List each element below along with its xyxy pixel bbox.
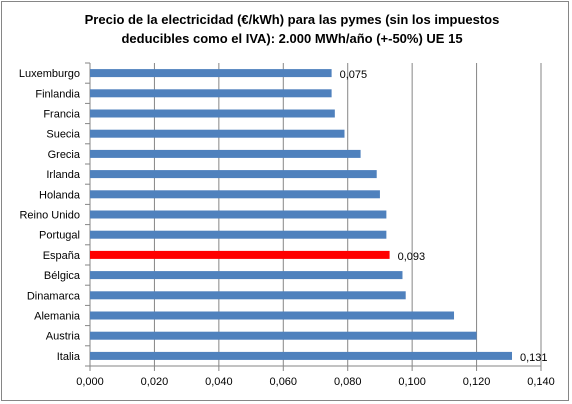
category-label: Reino Unido [19, 210, 80, 222]
category-label: Holanda [39, 189, 81, 201]
bar [90, 129, 345, 138]
chart-title-line-1: Precio de la electricidad (€/kWh) para l… [84, 12, 500, 27]
x-tick-label: 0,040 [205, 376, 233, 388]
x-tick-label: 0,120 [463, 376, 491, 388]
bar [90, 69, 332, 78]
chart-title: Precio de la electricidad (€/kWh) para l… [42, 10, 542, 48]
category-label: Grecia [48, 149, 81, 161]
category-label: Luxemburgo [19, 68, 80, 80]
category-label: Portugal [39, 230, 80, 242]
x-tick-label: 0,060 [270, 376, 298, 388]
x-tick-label: 0,140 [527, 376, 555, 388]
bar [90, 331, 477, 340]
category-label: Alemania [34, 311, 81, 323]
category-label: Francia [43, 109, 81, 121]
x-tick-label: 0,000 [76, 376, 104, 388]
bar [90, 271, 403, 280]
bar [90, 89, 332, 98]
bar [90, 170, 377, 179]
category-label: España [43, 250, 81, 262]
category-label: Suecia [46, 129, 81, 141]
category-label: Irlanda [46, 169, 81, 181]
bar [90, 311, 455, 320]
category-label: Finlandia [35, 88, 81, 100]
chart-title-line-2: deducibles como el IVA): 2.000 MWh/año (… [121, 31, 463, 46]
x-tick-label: 0,100 [398, 376, 426, 388]
x-tick-label: 0,080 [334, 376, 362, 388]
category-label: Italia [57, 351, 81, 363]
bar [90, 210, 387, 219]
category-label: Austria [46, 331, 81, 343]
category-label: Dinamarca [27, 290, 81, 302]
bar [90, 109, 335, 118]
bar [90, 250, 390, 259]
category-label: Bélgica [44, 270, 81, 282]
data-label: 0,093 [398, 251, 426, 263]
bar [90, 190, 380, 199]
data-label: 0,075 [340, 69, 368, 81]
bar [90, 149, 361, 158]
bar [90, 291, 406, 300]
bar [90, 351, 513, 360]
x-tick-label: 0,020 [141, 376, 169, 388]
data-label: 0,131 [520, 352, 548, 364]
bar [90, 230, 387, 239]
